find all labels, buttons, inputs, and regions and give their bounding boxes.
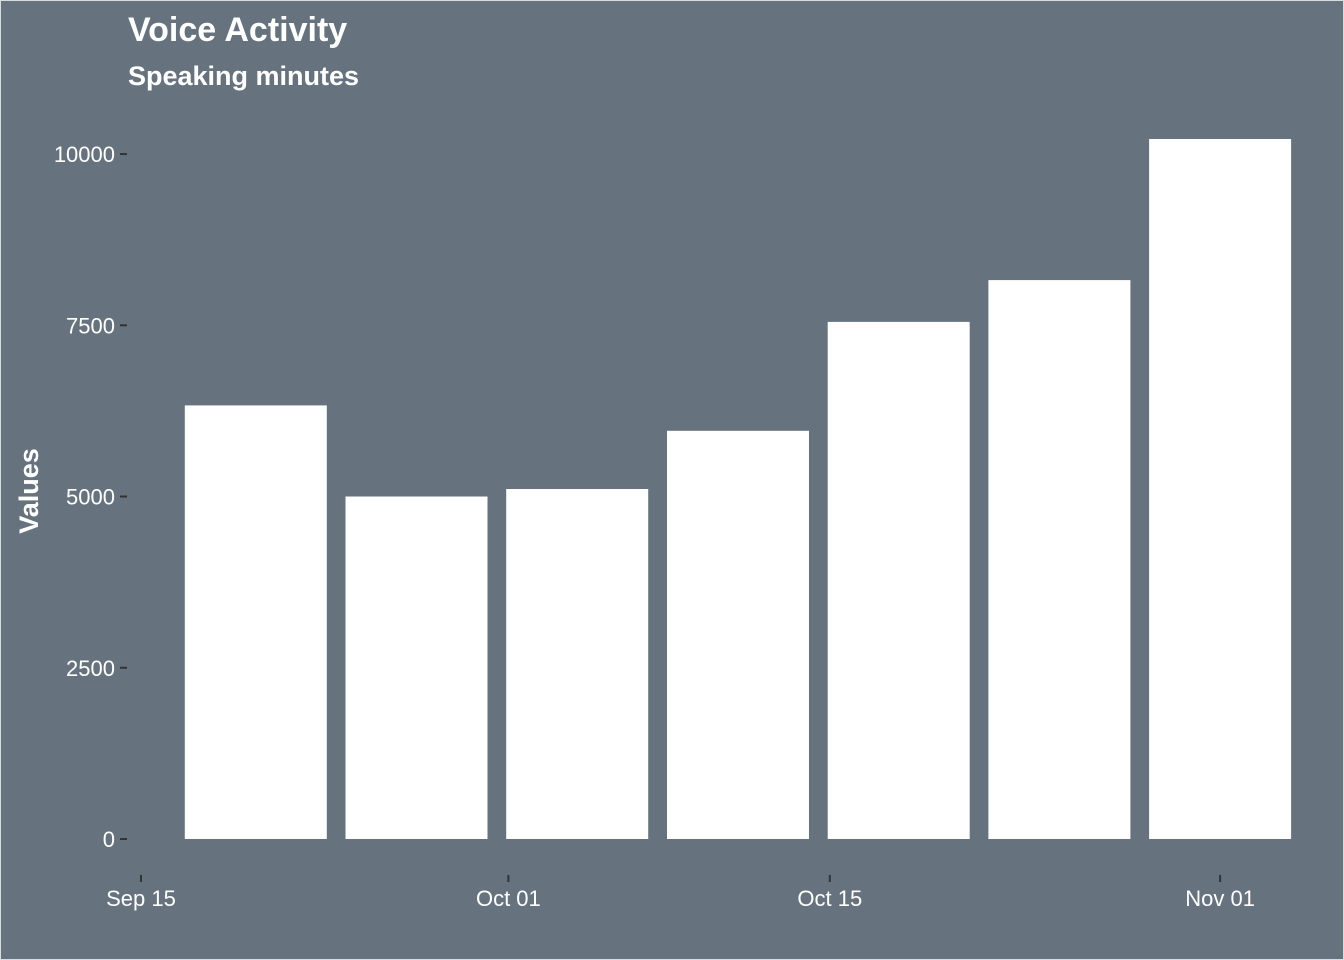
bar-2015-10-11 [667, 430, 809, 839]
bars [184, 139, 1292, 840]
x-tick-label: Oct 01 [476, 886, 541, 911]
chart-subtitle: Speaking minutes [128, 61, 359, 91]
bar-2015-11-01 [1149, 139, 1292, 839]
bar-2015-09-20 [184, 405, 327, 839]
y-axis-title: Values [14, 448, 44, 534]
y-tick-label: 5000 [66, 485, 115, 510]
x-tick-label: Oct 15 [797, 886, 862, 911]
y-tick-label: 10000 [54, 142, 115, 167]
y-axis: 0 2500 5000 7500 10000 [54, 142, 127, 852]
bar-2015-10-18 [827, 321, 970, 839]
y-tick-label: 2500 [66, 656, 115, 681]
bar-2015-09-27 [345, 496, 488, 839]
y-tick-label: 7500 [66, 313, 115, 338]
chart-title: Voice Activity [128, 11, 347, 49]
bar-2015-10-04 [506, 489, 649, 839]
y-tick-label: 0 [103, 827, 115, 852]
x-axis: Sep 15 Oct 01 Oct 15 Nov 01 [106, 875, 1255, 911]
bar-2015-10-25 [988, 280, 1131, 840]
x-tick-label: Nov 01 [1185, 886, 1255, 911]
x-tick-label: Sep 15 [106, 886, 176, 911]
